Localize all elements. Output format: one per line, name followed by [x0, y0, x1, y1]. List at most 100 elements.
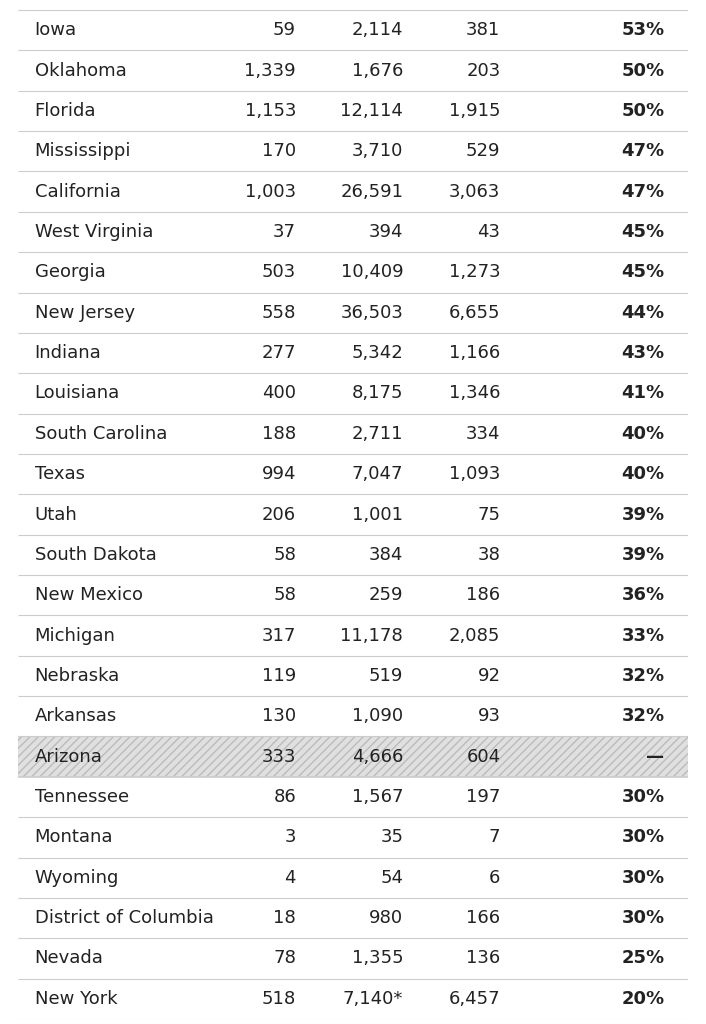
Text: South Carolina: South Carolina [35, 425, 167, 442]
Text: 93: 93 [477, 708, 501, 725]
Text: Utah: Utah [35, 506, 78, 523]
Text: 7,140*: 7,140* [343, 990, 403, 1008]
Text: Oklahoma: Oklahoma [35, 61, 126, 80]
Text: 47%: 47% [621, 142, 664, 161]
Text: 11,178: 11,178 [340, 627, 403, 644]
Text: 1,166: 1,166 [449, 344, 501, 362]
Text: 203: 203 [466, 61, 501, 80]
Text: 3,710: 3,710 [352, 142, 403, 161]
Text: 75: 75 [477, 506, 501, 523]
Text: Arkansas: Arkansas [35, 708, 117, 725]
Text: 47%: 47% [621, 182, 664, 201]
Text: 43%: 43% [621, 344, 664, 362]
Text: 30%: 30% [621, 909, 664, 927]
Text: 333: 333 [261, 748, 296, 766]
Text: 6,655: 6,655 [449, 304, 501, 322]
Text: Iowa: Iowa [35, 22, 77, 39]
Text: 1,676: 1,676 [352, 61, 403, 80]
Text: 980: 980 [369, 909, 403, 927]
Text: 381: 381 [466, 22, 501, 39]
Text: 2,114: 2,114 [352, 22, 403, 39]
Text: 1,093: 1,093 [449, 465, 501, 483]
Text: 30%: 30% [621, 868, 664, 887]
Text: 136: 136 [466, 949, 501, 968]
Text: District of Columbia: District of Columbia [35, 909, 214, 927]
Text: New Mexico: New Mexico [35, 586, 143, 604]
Text: 170: 170 [262, 142, 296, 161]
Text: 39%: 39% [621, 506, 664, 523]
Text: Indiana: Indiana [35, 344, 102, 362]
Text: 36,503: 36,503 [340, 304, 403, 322]
Text: 7: 7 [489, 828, 501, 847]
Text: 3,063: 3,063 [449, 182, 501, 201]
Text: 6: 6 [489, 868, 501, 887]
Text: 4,666: 4,666 [352, 748, 403, 766]
Text: 38: 38 [477, 546, 501, 564]
Text: 166: 166 [466, 909, 501, 927]
Text: 1,003: 1,003 [245, 182, 296, 201]
Text: 30%: 30% [621, 788, 664, 806]
Text: 6,457: 6,457 [449, 990, 501, 1008]
Text: 994: 994 [261, 465, 296, 483]
Text: 44%: 44% [621, 304, 664, 322]
Text: 36%: 36% [621, 586, 664, 604]
Text: 1,001: 1,001 [352, 506, 403, 523]
Text: 54: 54 [381, 868, 403, 887]
Text: Arizona: Arizona [35, 748, 102, 766]
Text: 197: 197 [466, 788, 501, 806]
Text: 50%: 50% [621, 102, 664, 120]
Text: 3: 3 [285, 828, 296, 847]
Text: 43: 43 [477, 223, 501, 241]
Text: 1,567: 1,567 [352, 788, 403, 806]
Text: Wyoming: Wyoming [35, 868, 119, 887]
Text: 1,273: 1,273 [449, 263, 501, 282]
Text: 604: 604 [466, 748, 501, 766]
Text: 188: 188 [262, 425, 296, 442]
Text: 259: 259 [369, 586, 403, 604]
Text: 206: 206 [262, 506, 296, 523]
Text: 519: 519 [369, 667, 403, 685]
Text: 40%: 40% [621, 465, 664, 483]
Text: California: California [35, 182, 121, 201]
Text: 59: 59 [273, 22, 296, 39]
Text: Tennessee: Tennessee [35, 788, 129, 806]
Text: 41%: 41% [621, 384, 664, 402]
Text: 400: 400 [262, 384, 296, 402]
Text: 50%: 50% [621, 61, 664, 80]
Bar [18, 736, 688, 777]
Text: 45%: 45% [621, 263, 664, 282]
Text: 40%: 40% [621, 425, 664, 442]
Text: 518: 518 [262, 990, 296, 1008]
Text: Nevada: Nevada [35, 949, 104, 968]
Text: Louisiana: Louisiana [35, 384, 120, 402]
Text: 26,591: 26,591 [340, 182, 403, 201]
Bar [18, 736, 688, 777]
Text: 1,915: 1,915 [449, 102, 501, 120]
Text: 7,047: 7,047 [352, 465, 403, 483]
Text: 1,090: 1,090 [352, 708, 403, 725]
Text: 5,342: 5,342 [352, 344, 403, 362]
Text: 25%: 25% [621, 949, 664, 968]
Text: 10,409: 10,409 [340, 263, 403, 282]
Text: 384: 384 [369, 546, 403, 564]
Text: 4: 4 [285, 868, 296, 887]
Text: 186: 186 [466, 586, 501, 604]
Text: 119: 119 [262, 667, 296, 685]
Text: 334: 334 [466, 425, 501, 442]
Text: 37: 37 [273, 223, 296, 241]
Text: 503: 503 [262, 263, 296, 282]
Text: 32%: 32% [621, 667, 664, 685]
Text: Texas: Texas [35, 465, 85, 483]
Text: 8,175: 8,175 [352, 384, 403, 402]
Text: Georgia: Georgia [35, 263, 105, 282]
Text: Montana: Montana [35, 828, 113, 847]
Text: 39%: 39% [621, 546, 664, 564]
Text: West Virginia: West Virginia [35, 223, 153, 241]
Text: 277: 277 [261, 344, 296, 362]
Text: 130: 130 [262, 708, 296, 725]
Text: 92: 92 [477, 667, 501, 685]
Text: 1,346: 1,346 [449, 384, 501, 402]
Text: New Jersey: New Jersey [35, 304, 135, 322]
Text: 317: 317 [262, 627, 296, 644]
Text: —: — [647, 748, 664, 766]
